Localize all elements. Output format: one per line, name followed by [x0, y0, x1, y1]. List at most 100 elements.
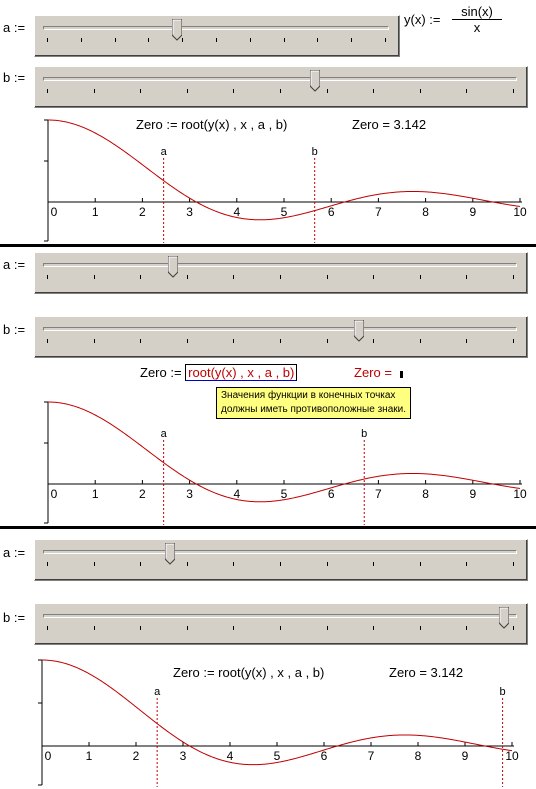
slider-tick [216, 38, 217, 42]
slider-track[interactable] [43, 77, 517, 81]
plot-2[interactable]: 0 1 2 3 4 5 6 7 8 9 10 a b [0, 392, 536, 527]
slider-thumb[interactable] [309, 70, 320, 92]
error-tooltip: Значения функции в конечных точках должн… [216, 387, 411, 419]
slider-tick [186, 626, 188, 630]
plot-1[interactable]: 0 1 2 3 4 5 6 7 8 9 10 a b [0, 110, 536, 245]
curve-sin-x-over-x [47, 401, 521, 503]
slider-tick [317, 38, 319, 42]
x-tick-label: 2 [139, 487, 146, 501]
x-tick-label: 4 [233, 487, 240, 501]
x-tick-label: 1 [92, 205, 99, 219]
placeholder-cursor [399, 371, 403, 378]
slider-tick [93, 339, 95, 343]
slider-tick [466, 89, 468, 93]
slider-a[interactable] [34, 252, 528, 294]
slider-tick [249, 38, 251, 42]
slider-tick [233, 339, 235, 343]
slider-thumb[interactable] [165, 543, 176, 565]
slider-tick [385, 38, 386, 42]
x-tick-label: 5 [281, 205, 288, 219]
slider-a[interactable] [34, 539, 528, 581]
zero-prefix: Zero := [173, 665, 215, 680]
x-tick-label: 1 [92, 487, 99, 501]
curve-sin-x-over-x [41, 659, 513, 766]
slider-track[interactable] [43, 263, 517, 267]
separator-1 [0, 244, 536, 247]
slider-tick [419, 562, 421, 566]
root-expression-error[interactable]: root(y(x) , x , a , b) [185, 364, 298, 381]
slider-tick [140, 626, 142, 630]
slider-tick [47, 38, 48, 42]
plot-3[interactable]: 0 1 2 3 4 5 6 7 8 9 10 a b [0, 650, 536, 789]
slider-a[interactable] [34, 15, 400, 57]
root-expression[interactable]: root(y(x) , x , a , b) [218, 665, 325, 680]
x-tick-label: 6 [321, 749, 328, 763]
x-tick-label: 9 [462, 749, 469, 763]
slider-tick [140, 275, 142, 279]
slider-ticks [35, 339, 527, 345]
x-tick-label: 10 [513, 205, 527, 219]
slider-tick [326, 626, 328, 630]
slider-face [34, 539, 528, 581]
x-tick-label: 0 [45, 749, 52, 763]
slider-tick [233, 562, 235, 566]
slider-tick [186, 562, 188, 566]
slider-face [34, 316, 528, 358]
slider-tick [280, 339, 281, 343]
slider-b[interactable] [34, 316, 528, 358]
zero-result-error: Zero = [354, 365, 403, 380]
slider-tick [373, 275, 375, 279]
slider-b[interactable] [34, 66, 528, 108]
slider-tick [47, 275, 48, 279]
slider-track[interactable] [43, 26, 389, 30]
x-tick-label: 5 [274, 749, 281, 763]
marker-a-label: a [154, 686, 161, 698]
x-tick-label: 7 [375, 205, 382, 219]
slider-a-label: a := [3, 545, 26, 560]
slider-tick [140, 89, 142, 93]
slider-track[interactable] [43, 614, 517, 618]
slider-ticks [35, 89, 527, 95]
x-tick-label: 5 [281, 487, 288, 501]
slider-tick [233, 626, 235, 630]
slider-tick [93, 275, 95, 279]
slider-tick [466, 562, 468, 566]
zero-formula[interactable]: Zero := root(y(x) , x , a , b) [173, 665, 324, 680]
tooltip-line-1: Значения функции в конечных точках [221, 390, 396, 401]
slider-thumb[interactable] [167, 256, 178, 278]
slider-tick [513, 275, 514, 279]
slider-tick [80, 38, 82, 42]
marker-a-label: a [161, 146, 168, 158]
slider-tick [114, 38, 116, 42]
slider-tick [280, 626, 281, 630]
slider-tick [326, 562, 328, 566]
x-tick-label: 7 [375, 487, 382, 501]
x-tick-label: 0 [51, 487, 58, 501]
slider-b[interactable] [34, 603, 528, 645]
zero-prefix: Zero := [140, 365, 182, 380]
slider-tick [140, 562, 142, 566]
slider-thumb[interactable] [498, 607, 509, 629]
slider-track[interactable] [43, 327, 517, 331]
x-tick-label: 2 [139, 205, 146, 219]
zero-formula[interactable]: Zero := root(y(x) , x , a , b) [136, 117, 287, 132]
slider-tick [466, 339, 468, 343]
x-tick-label: 0 [51, 205, 58, 219]
slider-ticks [35, 38, 399, 44]
x-tick-label: 7 [368, 749, 375, 763]
slider-a-label: a := [3, 257, 26, 272]
zero-formula[interactable]: Zero := root(y(x) , x , a , b) [140, 364, 298, 381]
x-tick-label: 3 [180, 749, 187, 763]
slider-thumb[interactable] [172, 19, 183, 41]
slider-tick [513, 339, 514, 343]
x-tick-label: 4 [227, 749, 234, 763]
slider-a-label: a := [3, 20, 26, 35]
slider-b-label: b := [3, 70, 26, 85]
x-tick-label: 8 [415, 749, 422, 763]
slider-thumb[interactable] [354, 320, 365, 342]
zero-result: Zero = 3.142 [389, 665, 464, 680]
root-expression[interactable]: root(y(x) , x , a , b) [181, 117, 288, 132]
slider-tick [326, 275, 328, 279]
slider-tick [419, 275, 421, 279]
slider-track[interactable] [43, 550, 517, 554]
